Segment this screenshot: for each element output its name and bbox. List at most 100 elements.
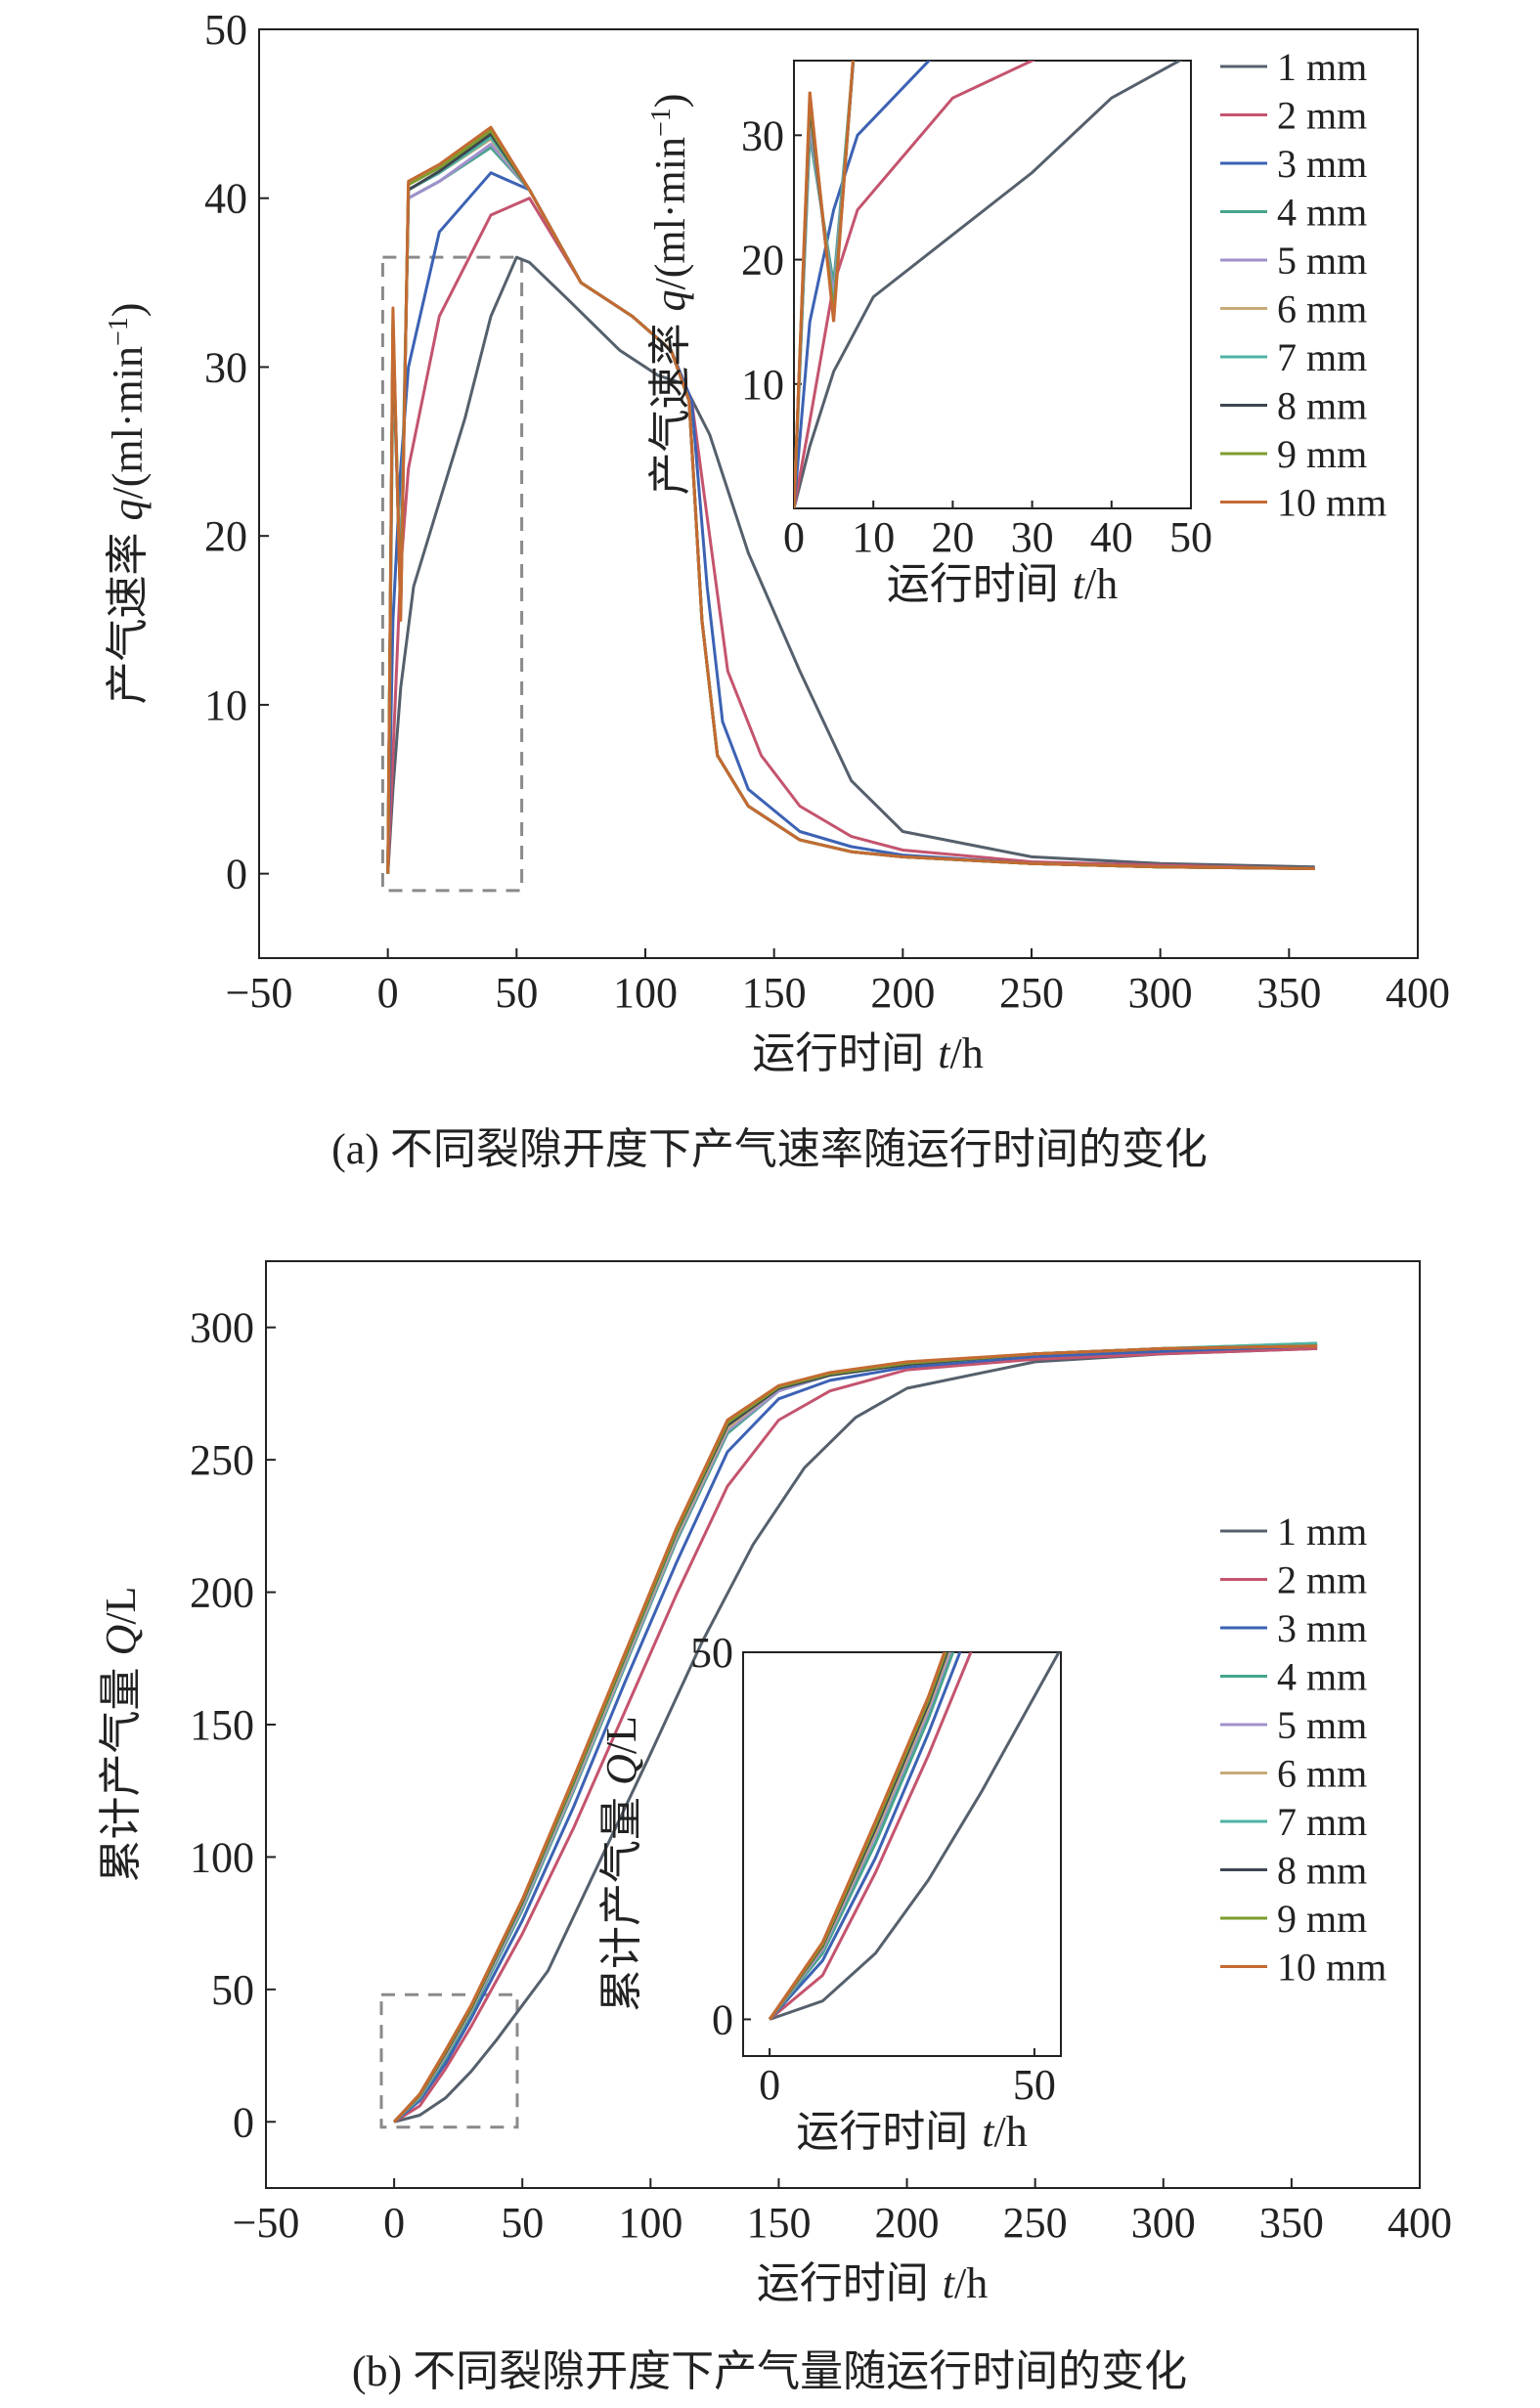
plot-frame [258,28,1419,959]
y-tick-label: 0 [226,851,247,898]
x-tick-label: −50 [233,2199,300,2247]
y-axis-label: 产气速率q/(ml·min−1) [104,303,153,705]
legend-label: 8 mm [1277,1849,1367,1893]
inset-series-line-4mm [768,1652,955,2021]
legend-label: 7 mm [1277,335,1367,379]
inset-series-line-3mm [794,61,932,508]
legend-label: 1 mm [1277,1510,1367,1554]
y-tick-label: 150 [190,1701,254,1749]
legend-label: 6 mm [1277,1752,1367,1796]
inset-x-tick-label: 40 [1090,513,1133,561]
legend-label: 4 mm [1277,1655,1367,1699]
y-tick-label: 20 [204,512,247,560]
x-tick-label: 300 [1128,969,1193,1017]
series-line-1mm [393,1346,1318,2123]
x-tick-label: 400 [1386,969,1450,1017]
inset-series-line-10mm [768,1652,946,2021]
x-tick-label: 50 [501,2199,544,2247]
legend-label: 1 mm [1277,45,1367,89]
legend-label: 6 mm [1277,287,1367,331]
inset-series-line-1mm [794,61,1183,508]
legend-label: 3 mm [1277,142,1367,186]
x-axis-label: 运行时间 t/h [757,2259,988,2307]
inset-y-axis-label: 产气速率q/(ml·min−1) [646,94,695,496]
series-line-2mm [393,1346,1318,2123]
inset-x-tick-label: 10 [852,513,895,561]
x-tick-label: 200 [870,969,935,1017]
x-tick-label: 0 [383,2199,405,2247]
series-line-10mm [392,1344,1318,2123]
legend: 1 mm2 mm3 mm 4 mm5 mm 6 mm7 mm 8 mm9 mm 10 m… [1220,1510,1386,1990]
y-tick-label: 300 [190,1304,254,1352]
series-line-3mm [393,1344,1318,2123]
inset-x-tick-label: 50 [1169,513,1212,561]
x-tick-label: 350 [1259,2199,1324,2247]
legend-label: 5 mm [1277,1703,1367,1747]
legend-label: 3 mm [1277,1606,1367,1650]
inset-series-group [768,1652,1061,2021]
inset-x-tick-label: 20 [931,513,974,561]
x-tick-label: 250 [999,969,1064,1017]
y-tick-label: 200 [190,1569,254,1617]
figure-caption: (b) 不同裂隙开度下产气量随运行时间的变化 [352,2347,1187,2395]
x-tick-label: 300 [1131,2199,1196,2247]
x-tick-label: 150 [742,969,807,1017]
legend-label: 2 mm [1277,94,1367,138]
y-tick-label: 50 [211,1966,254,2014]
inset-y-tick-label: 20 [741,237,784,285]
y-tick-label: 0 [233,2098,254,2146]
inset-series-line-10mm [794,61,855,508]
legend-label: 10 mm [1277,1946,1386,1990]
x-tick-label: −50 [226,969,293,1017]
x-tick-label: 0 [377,969,399,1017]
inset-x-tick-label: 0 [759,2061,780,2109]
legend-label: 4 mm [1277,191,1367,235]
legend-label: 9 mm [1277,432,1367,476]
x-tick-label: 350 [1256,969,1321,1017]
inset-y-tick-label: 50 [690,1629,733,1677]
inset-x-tick-label: 50 [1013,2061,1056,2109]
series-line-1mm [386,255,1315,874]
inset-y-axis-label: 累计产气量Q/L [597,1716,645,2012]
legend-label: 7 mm [1277,1800,1367,1844]
legend-label: 8 mm [1277,384,1367,428]
inset-series-line-1mm [769,1652,1061,2021]
y-axis-label: 累计产气量Q/L [97,1587,145,1883]
inset-y-tick-label: 10 [741,361,784,409]
panel-a: −50 0 50 100 150 200 250 300 350 40001020304050运行… [104,6,1451,1173]
legend-label: 9 mm [1277,1897,1367,1941]
legend-label: 2 mm [1277,1558,1367,1602]
inset-x-tick-label: 30 [1011,513,1054,561]
y-tick-label: 30 [204,343,247,391]
legend-label: 10 mm [1277,481,1386,525]
x-tick-label: 100 [613,969,678,1017]
y-tick-label: 250 [190,1436,254,1484]
x-tick-label: 100 [618,2199,682,2247]
x-tick-label: 50 [495,969,538,1017]
inset-y-tick-label: 30 [741,111,784,159]
panel-b: −50 0 50 100 150 200 250 300 350 400 0 50 100 150 200 2… [97,1260,1452,2395]
x-tick-label: 150 [746,2199,811,2247]
inset-series-group [794,61,1183,508]
x-axis-label: 运行时间 t/h [752,1029,983,1077]
inset-x-tick-label: 0 [783,513,805,561]
inset-y-tick-label: 0 [712,1995,733,2043]
y-tick-label: 10 [204,681,247,729]
inset-frame [793,60,1192,509]
series-line-10mm [386,125,1315,874]
x-tick-label: 400 [1387,2199,1452,2247]
y-tick-label: 50 [204,6,247,54]
figure-caption: (a) 不同裂隙开度下产气速率随运行时间的变化 [331,1125,1208,1173]
inset-series-line-2mm [769,1652,973,2021]
y-tick-label: 100 [190,1833,254,1881]
inset-x-axis-label: 运行时间 t/h [887,560,1118,608]
x-tick-label: 200 [875,2199,940,2247]
x-tick-label: 250 [1003,2199,1068,2247]
inset-x-axis-label: 运行时间 t/h [796,2108,1027,2156]
zoom-region-box [380,255,524,893]
y-tick-label: 40 [204,175,247,223]
inset-series-line-3mm [768,1652,962,2021]
